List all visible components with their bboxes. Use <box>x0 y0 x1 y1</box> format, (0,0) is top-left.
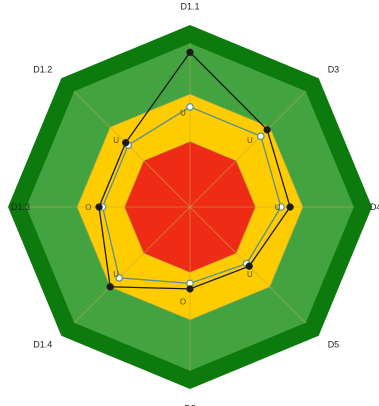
axis-label-3: D5 <box>328 340 340 350</box>
series-0-point-2 <box>286 203 294 211</box>
axis-label-1: D3 <box>328 64 340 74</box>
inner-label-0: U <box>180 108 186 117</box>
series-1-point-2 <box>277 203 285 211</box>
spoke-5 <box>73 206 191 324</box>
inner-label-2: U <box>275 203 281 212</box>
axis-label-0: D1.1 <box>180 1 199 11</box>
axis-label-6: D1.3 <box>11 202 30 212</box>
series-1-point-0 <box>186 103 194 111</box>
axis-label-2: D4 <box>370 202 379 212</box>
series-0-point-4 <box>186 285 194 293</box>
grid-layer <box>26 43 354 371</box>
series-0-point-3 <box>245 262 253 270</box>
series-0-point-1 <box>263 126 271 134</box>
spoke-7 <box>73 90 191 208</box>
inner-label-5: U <box>113 270 119 279</box>
label-layer: D1.1 D3 D4 D5 D2 D1.4 D1.3 D1.2 U U U U O U O U <box>11 1 379 406</box>
series-1-point-5 <box>115 273 124 282</box>
inner-label-3: U <box>247 270 253 279</box>
series-0-point-7 <box>122 139 130 147</box>
inner-label-7: U <box>113 136 119 145</box>
series-1-point-1 <box>256 132 265 141</box>
axis-label-4: D2 <box>184 404 196 406</box>
inner-label-4: O <box>180 298 186 307</box>
series-layer <box>95 48 294 293</box>
spoke-1 <box>189 90 307 208</box>
series-0-point-5 <box>106 283 114 291</box>
ring-1 <box>76 93 304 321</box>
inner-label-1: U <box>247 136 253 145</box>
ring-0 <box>124 141 256 273</box>
axis-label-7: D1.2 <box>33 64 52 74</box>
series-0-point-6 <box>95 203 103 211</box>
inner-label-6: O <box>85 203 91 212</box>
series-0-point-0 <box>186 48 194 56</box>
axis-label-5: D1.4 <box>33 340 52 350</box>
